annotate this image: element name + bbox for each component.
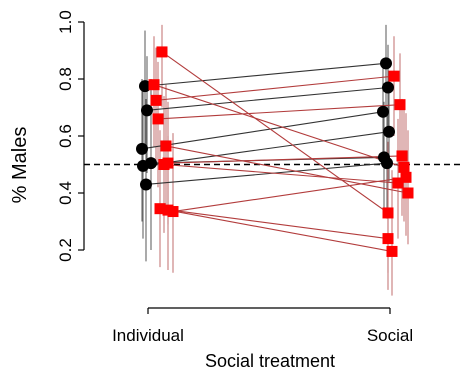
pair-line (153, 84, 405, 168)
point-square-social (392, 177, 404, 189)
point-circle-social (381, 157, 393, 170)
pair-line (167, 155, 403, 164)
pair-line (161, 51, 389, 214)
point-square-social (386, 245, 398, 257)
point-circle-social (382, 81, 394, 94)
point-circle-individual (140, 178, 152, 191)
y-tick-label: 0.4 (56, 181, 75, 205)
point-square-social (402, 187, 414, 199)
y-axis-label: % Males (9, 127, 31, 204)
point-circle-individual (141, 104, 153, 117)
y-ticks: 0.2 0.4 0.6 0.8 1.0 (56, 10, 84, 262)
x-tick-label-social: Social (367, 326, 413, 345)
pair-line (142, 131, 390, 167)
markers (136, 46, 414, 257)
y-tick-label: 0.6 (56, 124, 75, 148)
point-square-social (400, 171, 412, 183)
pair-line (157, 104, 401, 120)
pair-line (141, 111, 384, 150)
point-square-individual (148, 79, 160, 91)
pair-line (145, 162, 388, 185)
point-square-individual (152, 113, 164, 125)
pair-line (155, 75, 395, 101)
x-tick-label-individual: Individual (112, 326, 184, 345)
point-circle-individual (136, 142, 148, 155)
pair-lines (141, 51, 409, 252)
point-circle-individual (145, 157, 157, 170)
point-square-individual (167, 206, 179, 218)
point-circle-individual (139, 80, 151, 93)
x-ticks: Individual Social (112, 308, 413, 345)
y-tick-label: 0.8 (56, 67, 75, 91)
y-tick-label: 1.0 (56, 10, 75, 34)
point-square-social (382, 233, 394, 245)
point-square-individual (158, 159, 170, 170)
pair-line (159, 208, 389, 240)
point-square-individual (154, 203, 166, 215)
point-square-social (396, 150, 408, 162)
point-circle-social (383, 125, 395, 138)
pair-line (144, 62, 387, 87)
pair-line (167, 209, 393, 252)
point-square-social (388, 70, 400, 82)
x-axis-label: Social treatment (205, 351, 335, 371)
point-square-social (382, 207, 394, 219)
point-circle-social (377, 105, 389, 118)
pair-line (163, 163, 399, 184)
y-tick-label: 0.2 (56, 238, 75, 262)
pair-line (165, 145, 409, 194)
point-circle-social (380, 57, 392, 70)
point-square-social (394, 99, 406, 111)
point-square-individual (150, 94, 162, 106)
point-square-individual (160, 140, 172, 152)
pair-line (172, 176, 407, 213)
pair-line (146, 87, 389, 111)
point-square-social (398, 161, 410, 173)
point-square-individual (156, 46, 168, 58)
